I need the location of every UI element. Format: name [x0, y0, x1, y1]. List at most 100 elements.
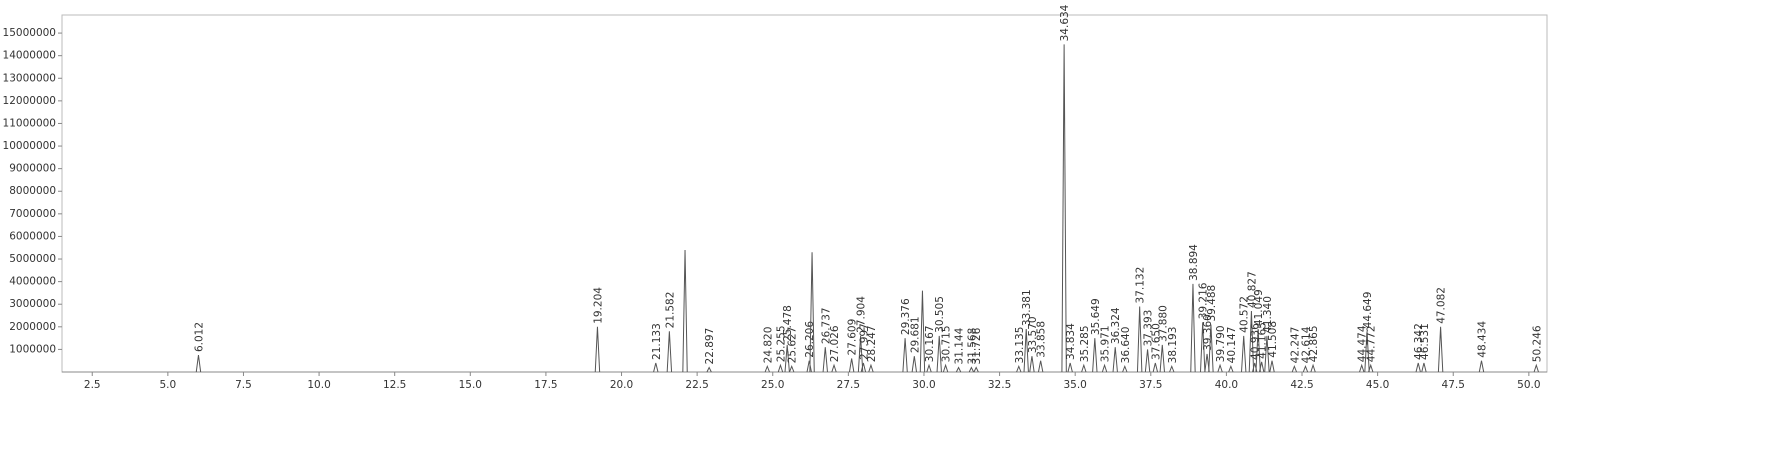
peak-label: 33.858	[1036, 321, 1048, 358]
x-tick-label: 47.5	[1442, 379, 1465, 391]
peak-label: 21.133	[651, 323, 663, 360]
x-tick-label: 22.5	[685, 379, 708, 391]
peak	[806, 360, 812, 373]
y-tick-label: 1000000	[9, 343, 56, 355]
peak	[1081, 363, 1087, 373]
peak-label: 37.132	[1135, 267, 1147, 304]
peak	[911, 356, 918, 373]
peak	[1159, 344, 1165, 373]
peak	[653, 362, 659, 373]
peak-label: 22.897	[704, 328, 716, 365]
y-tick-label: 14000000	[3, 50, 56, 62]
peak	[1208, 324, 1214, 373]
peak-label: 27.026	[829, 325, 841, 362]
x-tick-label: 5.0	[160, 379, 177, 391]
peak-label: 31.726	[971, 327, 983, 364]
peak-label: 35.285	[1079, 325, 1091, 362]
x-tick-label: 42.5	[1290, 379, 1313, 391]
peak	[594, 326, 601, 373]
peak-label: 39.790	[1215, 325, 1227, 362]
peak	[1023, 329, 1029, 373]
peak	[1437, 326, 1444, 373]
peak-label: 42.247	[1289, 327, 1301, 364]
peak-label: 40.827	[1246, 271, 1258, 308]
x-tick-label: 45.0	[1366, 379, 1389, 391]
peak-label: 39.488	[1206, 285, 1218, 322]
peak	[1533, 363, 1539, 373]
x-tick-label: 50.0	[1517, 379, 1540, 391]
peak	[809, 252, 815, 373]
peak	[1092, 338, 1098, 373]
peak-label: 25.627	[787, 327, 799, 364]
peak-label: 36.324	[1110, 307, 1122, 344]
peak-label: 29.376	[900, 298, 912, 335]
peak-label: 30.505	[934, 296, 946, 333]
peak	[1302, 364, 1309, 373]
y-tick-label: 9000000	[9, 163, 56, 175]
peak-label: 31.144	[954, 327, 966, 364]
peak-label: 33.570	[1027, 316, 1039, 353]
peak	[682, 249, 688, 373]
peak-label: 37.393	[1143, 310, 1155, 347]
peak	[1228, 364, 1234, 373]
peak	[860, 362, 867, 373]
y-tick-label: 5000000	[9, 253, 56, 265]
peak	[1029, 356, 1035, 373]
peak	[1291, 364, 1298, 373]
peak-label: 25.255	[775, 325, 787, 362]
peak-label: 34.634	[1059, 4, 1071, 41]
x-tick-label: 20.0	[610, 379, 633, 391]
peak-label: 24.820	[762, 327, 774, 364]
peak-label: 27.609	[847, 319, 859, 356]
peak-label: 41.508	[1267, 321, 1279, 358]
peak	[1241, 335, 1247, 373]
peak	[868, 363, 874, 373]
peak	[1368, 363, 1374, 373]
peak	[831, 363, 837, 373]
peak-label: 35.649	[1090, 298, 1102, 335]
peak	[1112, 347, 1118, 373]
peak	[1264, 335, 1270, 373]
x-tick-label: 15.0	[459, 379, 482, 391]
peak-label: 30.715	[941, 325, 953, 362]
x-tick-label: 40.0	[1215, 379, 1238, 391]
x-tick-label: 2.5	[84, 379, 101, 391]
peak-label: 41.049	[1253, 289, 1265, 326]
peak	[1248, 310, 1255, 373]
peak	[1169, 364, 1175, 373]
y-tick-label: 3000000	[9, 298, 56, 310]
peak	[919, 290, 926, 373]
plot-frame	[61, 14, 1548, 373]
x-tick-label: 25.0	[761, 379, 784, 391]
peak	[902, 338, 908, 373]
peak-label: 27.997	[858, 323, 870, 360]
x-tick-label: 10.0	[307, 379, 330, 391]
y-tick-label: 15000000	[3, 27, 56, 39]
peak-label: 27.904	[856, 296, 868, 333]
x-tick-label: 27.5	[837, 379, 860, 391]
peak-label: 33.381	[1021, 289, 1033, 326]
peak	[1061, 44, 1067, 373]
y-tick-label: 12000000	[3, 95, 56, 107]
x-tick-label: 32.5	[988, 379, 1011, 391]
peak	[1217, 363, 1223, 373]
peak	[1136, 306, 1143, 373]
peak-label: 30.167	[924, 325, 936, 362]
peak	[784, 344, 790, 373]
peak-label: 37.880	[1157, 305, 1169, 342]
peak	[1144, 349, 1151, 373]
y-tick-label: 11000000	[3, 117, 56, 129]
peak	[848, 358, 855, 373]
peak	[1421, 362, 1427, 373]
peak	[1258, 361, 1265, 373]
peak	[1269, 360, 1275, 373]
peak-label: 6.012	[193, 322, 205, 352]
peak	[706, 366, 712, 373]
peak	[1037, 360, 1044, 373]
x-tick-label: 7.5	[235, 379, 252, 391]
peak-label: 38.894	[1188, 244, 1200, 281]
peak	[1067, 362, 1073, 373]
peak	[1190, 283, 1196, 373]
peak-label: 36.640	[1120, 327, 1132, 364]
